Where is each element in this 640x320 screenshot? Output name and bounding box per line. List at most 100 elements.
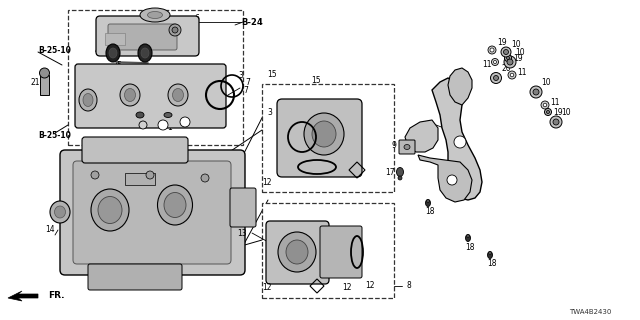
Text: 19: 19 <box>513 53 523 62</box>
Text: 15: 15 <box>311 76 321 84</box>
Ellipse shape <box>397 167 403 177</box>
Circle shape <box>530 86 542 98</box>
Ellipse shape <box>286 240 308 264</box>
Circle shape <box>139 121 147 129</box>
Text: 11: 11 <box>550 98 560 107</box>
Circle shape <box>91 171 99 179</box>
Ellipse shape <box>109 48 117 58</box>
Ellipse shape <box>138 44 152 62</box>
Text: 3: 3 <box>268 108 273 116</box>
Ellipse shape <box>404 145 410 149</box>
FancyBboxPatch shape <box>82 137 188 163</box>
Text: TWA4B2430: TWA4B2430 <box>569 309 611 315</box>
Circle shape <box>506 57 509 60</box>
Text: 10: 10 <box>541 77 551 86</box>
Circle shape <box>507 59 513 65</box>
Circle shape <box>490 48 494 52</box>
Text: 15: 15 <box>267 69 277 78</box>
Text: 13: 13 <box>237 228 247 237</box>
Text: 7: 7 <box>246 77 250 86</box>
Ellipse shape <box>398 176 402 180</box>
Ellipse shape <box>136 112 144 118</box>
Circle shape <box>508 71 516 79</box>
Ellipse shape <box>304 113 344 155</box>
Text: 4: 4 <box>95 45 99 54</box>
Circle shape <box>169 24 181 36</box>
Ellipse shape <box>488 252 492 254</box>
Ellipse shape <box>465 235 470 242</box>
Text: 12: 12 <box>262 178 272 187</box>
Text: 18: 18 <box>487 260 497 268</box>
FancyBboxPatch shape <box>266 221 329 284</box>
Text: 7: 7 <box>244 85 248 94</box>
FancyBboxPatch shape <box>277 99 362 177</box>
FancyBboxPatch shape <box>320 226 362 278</box>
Text: 10: 10 <box>515 47 525 57</box>
Polygon shape <box>418 155 472 202</box>
Text: B-25-10: B-25-10 <box>38 131 71 140</box>
Bar <box>105 33 125 45</box>
Ellipse shape <box>91 189 129 231</box>
Text: 16: 16 <box>423 121 433 130</box>
Polygon shape <box>432 78 482 200</box>
Polygon shape <box>405 120 438 152</box>
Circle shape <box>504 56 516 68</box>
Circle shape <box>492 59 499 66</box>
Circle shape <box>146 171 154 179</box>
Circle shape <box>541 101 549 109</box>
FancyBboxPatch shape <box>60 150 245 275</box>
Ellipse shape <box>312 121 336 147</box>
Text: 21: 21 <box>30 77 40 86</box>
Ellipse shape <box>83 93 93 107</box>
Ellipse shape <box>50 201 70 223</box>
Text: 10: 10 <box>511 39 521 49</box>
Bar <box>40 75 49 95</box>
Text: 19: 19 <box>553 108 563 116</box>
Circle shape <box>180 117 190 127</box>
Circle shape <box>550 116 562 128</box>
Text: 2: 2 <box>170 111 174 121</box>
Circle shape <box>501 47 511 57</box>
Text: 11: 11 <box>517 68 527 76</box>
Text: 18: 18 <box>465 243 475 252</box>
Ellipse shape <box>164 193 186 218</box>
Text: B-24: B-24 <box>241 18 263 27</box>
Ellipse shape <box>54 206 65 218</box>
Text: 4: 4 <box>127 45 132 54</box>
Circle shape <box>510 73 514 77</box>
Circle shape <box>201 174 209 182</box>
Ellipse shape <box>278 232 316 272</box>
Ellipse shape <box>98 196 122 223</box>
Circle shape <box>547 110 550 114</box>
Text: 18: 18 <box>425 207 435 217</box>
Bar <box>262 203 394 298</box>
Text: 2: 2 <box>150 108 156 116</box>
Text: FR.: FR. <box>48 291 65 300</box>
Ellipse shape <box>120 84 140 106</box>
Polygon shape <box>8 291 38 301</box>
Circle shape <box>40 68 49 78</box>
Text: 9: 9 <box>392 140 396 149</box>
Text: 12: 12 <box>365 282 375 291</box>
Ellipse shape <box>125 89 136 101</box>
Text: 1: 1 <box>168 123 172 132</box>
Ellipse shape <box>168 84 188 106</box>
FancyBboxPatch shape <box>73 161 231 264</box>
FancyBboxPatch shape <box>108 24 177 50</box>
Text: 5: 5 <box>116 60 122 69</box>
Ellipse shape <box>147 12 163 19</box>
Text: 3: 3 <box>239 70 243 79</box>
Text: B-25-10: B-25-10 <box>38 45 71 54</box>
Ellipse shape <box>173 89 184 101</box>
Circle shape <box>543 103 547 107</box>
FancyBboxPatch shape <box>96 16 199 56</box>
FancyBboxPatch shape <box>75 64 226 128</box>
Circle shape <box>447 175 457 185</box>
Text: 14: 14 <box>45 226 55 235</box>
FancyBboxPatch shape <box>230 188 256 227</box>
Circle shape <box>158 120 168 130</box>
Ellipse shape <box>157 185 193 225</box>
Text: 8: 8 <box>406 282 412 291</box>
Circle shape <box>553 119 559 125</box>
Circle shape <box>533 89 539 95</box>
